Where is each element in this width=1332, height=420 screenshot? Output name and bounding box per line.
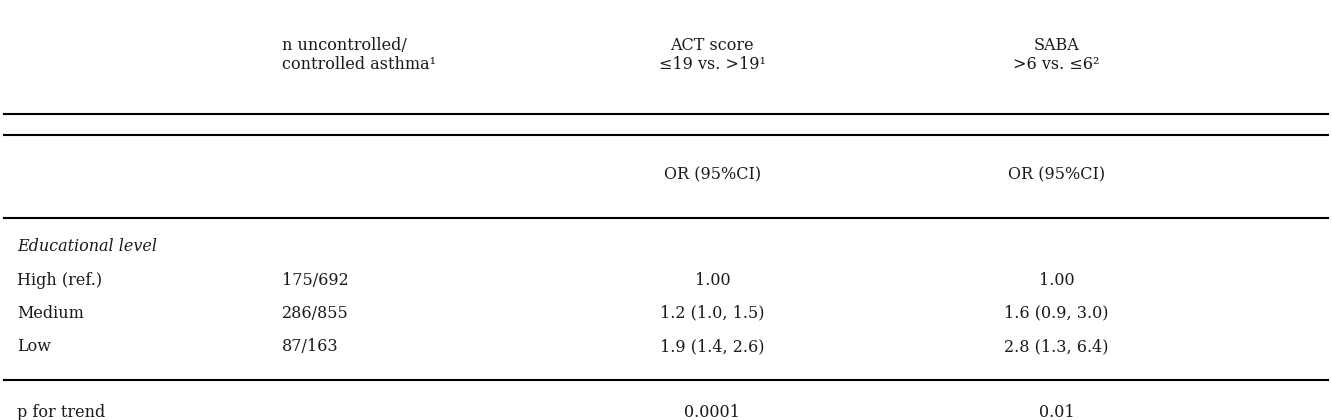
- Text: 1.00: 1.00: [694, 273, 730, 289]
- Text: Medium: Medium: [17, 305, 84, 322]
- Text: 175/692: 175/692: [282, 273, 349, 289]
- Text: SABA
>6 vs. ≤6²: SABA >6 vs. ≤6²: [1014, 37, 1100, 73]
- Text: 1.6 (0.9, 3.0): 1.6 (0.9, 3.0): [1004, 305, 1108, 322]
- Text: High (ref.): High (ref.): [17, 273, 103, 289]
- Text: n uncontrolled/
controlled asthma¹: n uncontrolled/ controlled asthma¹: [282, 37, 436, 73]
- Text: 87/163: 87/163: [282, 338, 338, 355]
- Text: 1.2 (1.0, 1.5): 1.2 (1.0, 1.5): [661, 305, 765, 322]
- Text: 286/855: 286/855: [282, 305, 349, 322]
- Text: 0.0001: 0.0001: [685, 404, 741, 420]
- Text: 2.8 (1.3, 6.4): 2.8 (1.3, 6.4): [1004, 338, 1108, 355]
- Text: Educational level: Educational level: [17, 238, 157, 255]
- Text: OR (95%CI): OR (95%CI): [1008, 166, 1106, 184]
- Text: p for trend: p for trend: [17, 404, 105, 420]
- Text: ACT score
≤19 vs. >19¹: ACT score ≤19 vs. >19¹: [659, 37, 766, 73]
- Text: 1.00: 1.00: [1039, 273, 1075, 289]
- Text: OR (95%CI): OR (95%CI): [663, 166, 761, 184]
- Text: 0.01: 0.01: [1039, 404, 1075, 420]
- Text: 1.9 (1.4, 2.6): 1.9 (1.4, 2.6): [661, 338, 765, 355]
- Text: Low: Low: [17, 338, 52, 355]
